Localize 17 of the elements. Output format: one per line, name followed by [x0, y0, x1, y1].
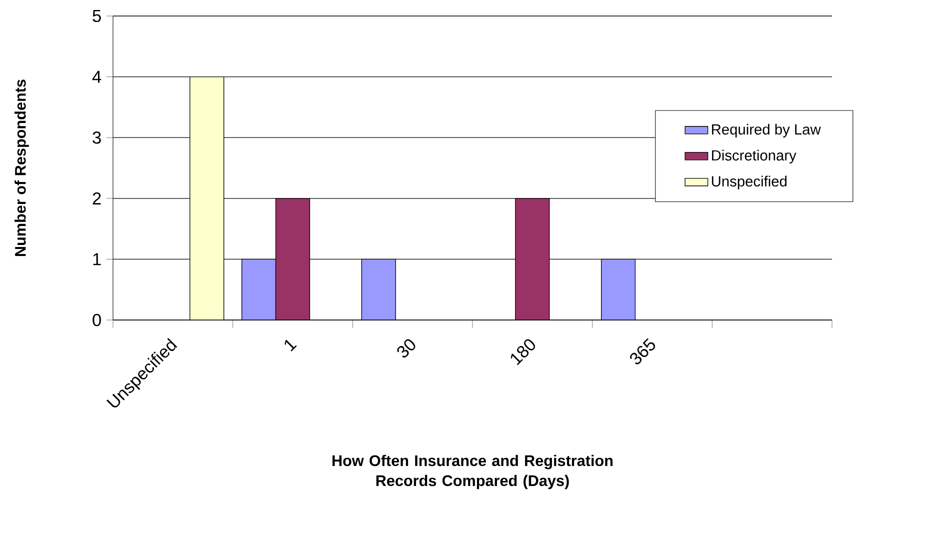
- x-tick-label: 1: [284, 340, 297, 352]
- y-tick-label: 1: [93, 253, 101, 266]
- y-tick-label: 0: [92, 314, 101, 326]
- bar: [515, 198, 550, 320]
- y-tick-label: 5: [92, 10, 101, 22]
- y-tick-label: 2: [92, 192, 101, 204]
- y-tick-label: 4: [92, 70, 102, 83]
- legend-label: Discretionary: [712, 150, 796, 164]
- bar: [275, 198, 310, 320]
- y-tick-label: 3: [92, 131, 101, 144]
- x-tick-label: 180: [510, 339, 536, 366]
- x-tick-label: 365: [630, 338, 656, 364]
- legend-label: Required by Law: [712, 124, 821, 138]
- x-tick-label: 30: [397, 339, 416, 358]
- y-axis-title: Number of Respondents: [14, 80, 29, 256]
- legend-label: Unspecified: [712, 176, 786, 190]
- x-axis-title: How Often Insurance and Registration Records Compared (Days): [332, 454, 613, 490]
